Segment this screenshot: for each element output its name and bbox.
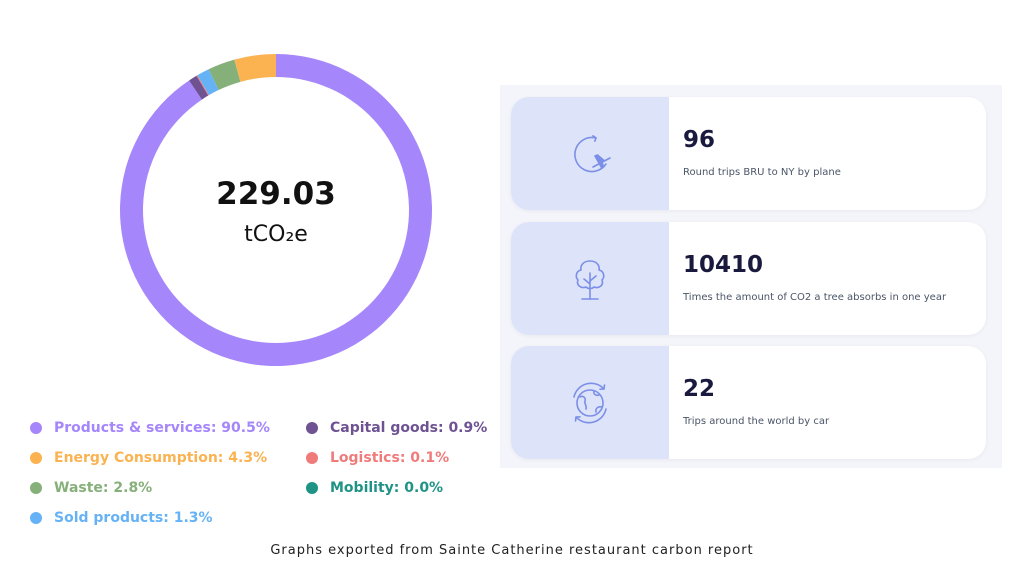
globe-icon	[573, 382, 607, 423]
legend-label-sold-products: Sold products: 1.3%	[54, 510, 213, 526]
equivalent-value-trees: 10410	[683, 252, 764, 278]
plane-orbit-icon	[574, 134, 611, 172]
legend-label-products-services: Products & services: 90.5%	[54, 420, 270, 436]
legend-label-logistics: Logistics: 0.1%	[330, 450, 450, 466]
equivalent-value-flights: 96	[683, 127, 716, 153]
equivalent-desc-car-trips: Trips around the world by car	[683, 416, 830, 427]
legend-dot-logistics	[306, 452, 318, 464]
legend-dot-sold-products	[30, 512, 42, 524]
legend-item-products-services: Products & services: 90.5%	[30, 416, 270, 440]
donut-slice-logistics	[196, 75, 209, 96]
equivalent-desc-trees: Times the amount of CO2 a tree absorbs i…	[683, 292, 947, 303]
donut-slice-sold-products	[197, 69, 219, 96]
legend-label-mobility: Mobility: 0.0%	[330, 480, 444, 496]
legend-label-capital-goods: Capital goods: 0.9%	[330, 420, 488, 436]
legend-dot-waste	[30, 482, 42, 494]
legend-label-energy-consumption: Energy Consumption: 4.3%	[54, 450, 268, 466]
legend-dot-capital-goods	[306, 422, 318, 434]
equivalent-card-flights: 96 Round trips BRU to NY by plane	[511, 97, 986, 210]
equivalent-card-trees: 10410 Times the amount of CO2 a tree abs…	[511, 222, 986, 335]
total-emissions-value: 229.03	[216, 176, 336, 212]
legend-dot-mobility	[306, 482, 318, 494]
equivalents-panel: 96 Round trips BRU to NY by plane 10410 …	[500, 85, 1002, 468]
card-icon-box	[511, 346, 669, 459]
card-icon-box	[511, 97, 669, 210]
legend-item-logistics: Logistics: 0.1%	[306, 446, 449, 470]
legend-dot-energy-consumption	[30, 452, 42, 464]
donut-slice-waste	[208, 59, 241, 91]
total-emissions-unit: tCO₂e	[244, 222, 308, 247]
legend-dot-products-services	[30, 422, 42, 434]
chart-legend: Products & services: 90.5% Energy Consum…	[30, 416, 510, 536]
legend-item-sold-products: Sold products: 1.3%	[30, 506, 213, 530]
donut-slice-capital-goods	[189, 75, 209, 100]
tree-icon	[575, 259, 605, 300]
donut-chart	[119, 54, 433, 367]
donut-slice-energy-consumption	[234, 54, 276, 82]
card-icon-box	[511, 222, 669, 335]
legend-item-waste: Waste: 2.8%	[30, 476, 152, 500]
legend-item-capital-goods: Capital goods: 0.9%	[306, 416, 487, 440]
equivalent-card-car-trips: 22 Trips around the world by car	[511, 346, 986, 459]
legend-label-waste: Waste: 2.8%	[54, 480, 153, 496]
equivalent-desc-flights: Round trips BRU to NY by plane	[683, 167, 841, 178]
legend-item-energy-consumption: Energy Consumption: 4.3%	[30, 446, 267, 470]
figure-caption: Graphs exported from Sainte Catherine re…	[270, 543, 754, 558]
legend-item-mobility: Mobility: 0.0%	[306, 476, 443, 500]
equivalent-value-car-trips: 22	[683, 376, 716, 402]
